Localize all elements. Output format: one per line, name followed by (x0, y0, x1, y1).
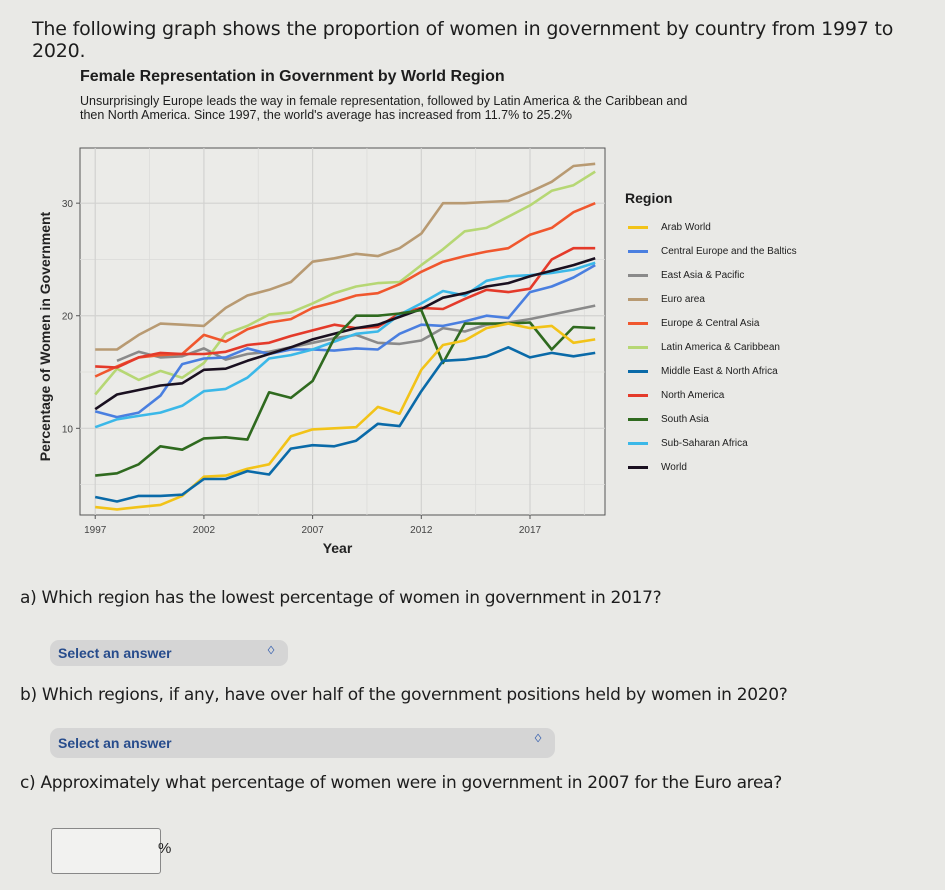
legend-item: Central Europe and the Baltics (625, 239, 797, 263)
line-chart: 10 20 30 1997 2002 2007 2012 2017 Year Percentage… (37, 147, 606, 556)
legend-swatch (628, 297, 648, 301)
percent-unit: % (158, 840, 172, 857)
chart-title: Female Representation in Government by W… (80, 68, 505, 85)
legend-label: World (661, 461, 687, 473)
legend-label: Sub-Saharan Africa (661, 437, 748, 449)
series-line-central-europe-and-the-baltics (94, 263, 596, 419)
chart-subtitle: Unsurprisingly Europe leads the way in f… (80, 94, 688, 122)
legend-label: North America (661, 389, 725, 401)
legend-label: Euro area (661, 293, 705, 305)
legend: Region Arab World Central Europe and the … (625, 190, 797, 479)
euro-area-2007-percent-input[interactable] (51, 828, 161, 874)
legend-swatch (628, 369, 648, 373)
question-b: b) Which regions, if any, have over half… (20, 685, 788, 705)
legend-swatch (628, 441, 648, 445)
legend-swatch (628, 417, 648, 421)
intro-text: The following graph shows the proportion… (32, 18, 894, 62)
legend-item: East Asia & Pacific (625, 263, 797, 287)
series-line-sub-saharan-africa (94, 261, 596, 429)
y-tick-label: 10 (62, 424, 74, 435)
x-tick-label: 2007 (301, 525, 324, 536)
series-line-middle-east-north-africa (94, 346, 596, 503)
legend-label: Arab World (661, 221, 711, 233)
question-c: c) Approximately what percentage of wome… (20, 773, 783, 793)
legend-label: Central Europe and the Baltics (661, 245, 797, 257)
legend-label: South Asia (661, 413, 709, 425)
up-down-chevron-icon: ♢ (266, 645, 276, 657)
y-axis-label: Percentage of Women in Government (37, 211, 53, 461)
series-line-latin-america-caribbean (94, 170, 596, 396)
legend-swatch (628, 249, 648, 253)
x-tick-label: 2017 (519, 525, 542, 536)
x-tick-label: 2002 (193, 525, 216, 536)
question-a-select[interactable]: Select an answer ♢ (50, 640, 288, 666)
legend-title: Region (625, 190, 673, 206)
legend-item: Sub-Saharan Africa (625, 431, 797, 455)
question-a: a) Which region has the lowest percentag… (20, 588, 662, 608)
select-placeholder: Select an answer (58, 645, 172, 661)
legend-item: Latin America & Caribbean (625, 335, 797, 359)
legend-swatch (628, 465, 648, 469)
legend-item: World (625, 455, 797, 479)
up-down-chevron-icon: ♢ (533, 733, 543, 745)
legend-swatch (628, 345, 648, 349)
legend-label: East Asia & Pacific (661, 269, 745, 281)
select-placeholder: Select an answer (58, 735, 172, 751)
series-line-arab-world (95, 322, 596, 511)
series-line-world (94, 257, 596, 411)
y-tick-label: 20 (62, 312, 74, 323)
legend-label: Europe & Central Asia (661, 317, 760, 329)
legend-item: Euro area (625, 287, 797, 311)
x-axis-label: Year (323, 540, 353, 556)
x-tick-label: 2012 (410, 525, 433, 536)
legend-item: Europe & Central Asia (625, 311, 797, 335)
series-line-euro-area (95, 162, 596, 351)
legend-item: Arab World (625, 215, 797, 239)
legend-item: North America (625, 383, 797, 407)
legend-label: Latin America & Caribbean (661, 341, 780, 353)
x-tick-label: 1997 (84, 525, 107, 536)
legend-swatch (628, 225, 648, 229)
legend-item: Middle East & North Africa (625, 359, 797, 383)
question-b-select[interactable]: Select an answer ♢ (50, 728, 555, 758)
legend-label: Middle East & North Africa (661, 365, 778, 377)
legend-item: South Asia (625, 407, 797, 431)
y-tick-label: 30 (62, 199, 74, 210)
legend-swatch (628, 321, 648, 325)
legend-swatch (628, 273, 648, 277)
legend-swatch (628, 393, 648, 397)
